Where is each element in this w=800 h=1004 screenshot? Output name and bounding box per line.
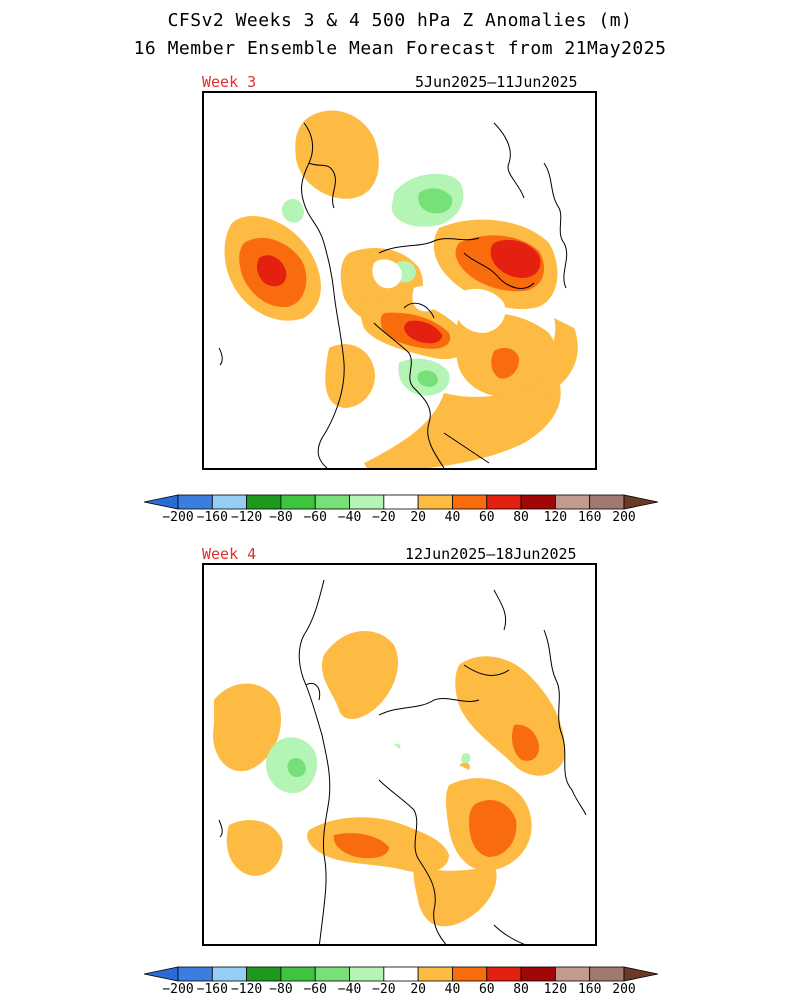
negative-anomaly-40 <box>417 188 453 387</box>
colorbar-swatch <box>589 494 625 510</box>
colorbar-right-arrow <box>623 966 659 982</box>
colorbar-tick-label: −120 <box>230 982 263 997</box>
colorbar-week4: −200 −160 −120 −80 −60 −40 −20 20 40 60 80 120 160 20… <box>143 964 659 1004</box>
colorbar-swatch <box>211 494 248 510</box>
chart-subtitle: 16 Member Ensemble Mean Forecast from 21… <box>133 38 667 59</box>
coastlines <box>218 579 587 944</box>
colorbar-swatch <box>589 966 625 982</box>
colorbar-swatch <box>280 494 316 510</box>
chart-title: CFSv2 Weeks 3 & 4 500 hPa Z Anomalies (m… <box>167 10 633 31</box>
colorbar-tick-label: −40 <box>337 982 362 997</box>
colorbar-swatch <box>314 494 350 510</box>
colorbar-swatch <box>417 494 453 510</box>
colorbar-tick-label: 20 <box>410 510 426 525</box>
colorbar-tick-label: −20 <box>372 982 396 997</box>
colorbar-swatch <box>280 966 316 982</box>
colorbar-tick-label: 60 <box>478 982 495 997</box>
week4-dates: 12Jun2025–18Jun2025 <box>405 545 577 563</box>
colorbar-left-arrow <box>143 494 179 510</box>
coastlines <box>218 122 568 468</box>
colorbar-tick-label: 200 <box>612 982 636 997</box>
colorbar-swatch <box>383 494 419 510</box>
colorbar-tick-label: −40 <box>337 510 362 525</box>
colorbar-right-arrow <box>623 494 659 510</box>
colorbar-swatch <box>383 966 419 982</box>
colorbar-swatch <box>246 494 282 510</box>
colorbar-tick-label: 160 <box>577 510 602 525</box>
colorbar-swatch <box>554 494 591 510</box>
colorbar-tick-label: 40 <box>444 510 461 525</box>
week3-map <box>202 91 597 470</box>
colorbar-swatch <box>246 966 282 982</box>
colorbar-tick-label: 120 <box>543 982 568 997</box>
colorbar-tick-label: 20 <box>410 982 426 997</box>
colorbar-tick-label: 120 <box>543 510 568 525</box>
week3-dates: 5Jun2025–11Jun2025 <box>415 73 578 91</box>
week4-label: Week 4 <box>202 545 257 563</box>
colorbar-swatches <box>143 494 659 510</box>
colorbar-swatch <box>417 966 453 982</box>
colorbar-swatch <box>486 966 522 982</box>
colorbar-tick-label: −120 <box>230 510 263 525</box>
colorbar-tick-label: −60 <box>303 982 327 997</box>
positive-anomaly-40 <box>333 724 540 859</box>
week3-anomaly-map <box>218 110 578 468</box>
colorbar-swatch <box>452 494 488 510</box>
colorbar-swatch <box>314 966 350 982</box>
positive-anomaly-20 <box>213 631 565 927</box>
colorbar-swatch <box>520 966 556 982</box>
colorbar-tick-label: 80 <box>513 982 529 997</box>
week4-map <box>202 563 597 946</box>
negative-anomaly-40 <box>287 758 306 778</box>
week4-anomaly-map <box>213 579 587 944</box>
colorbar-tick-label: −200 <box>162 982 194 997</box>
colorbar-swatch <box>452 966 488 982</box>
colorbar-swatch <box>486 494 522 510</box>
colorbar-swatch <box>554 966 591 982</box>
colorbar-tick-label: −160 <box>196 982 228 997</box>
colorbar-tick-label: 40 <box>444 982 461 997</box>
colorbar-tick-label: 200 <box>612 510 636 525</box>
colorbar-swatch <box>349 966 385 982</box>
colorbar-tick-label: −20 <box>372 510 396 525</box>
colorbar-week3: −200 −160 −120 −80 −60 −40 −20 20 40 60 80 120 160 20… <box>143 492 659 532</box>
week3-label: Week 3 <box>202 73 257 91</box>
colorbar-swatches <box>143 966 659 982</box>
colorbar-swatch <box>349 494 385 510</box>
colorbar-tick-label: 60 <box>478 510 495 525</box>
colorbar-left-arrow <box>143 966 179 982</box>
colorbar-tick-label: −80 <box>269 982 293 997</box>
colorbar-tick-label: 160 <box>577 982 602 997</box>
colorbar-tick-label: −60 <box>303 510 327 525</box>
neutral-areas <box>372 259 506 333</box>
colorbar-swatch <box>177 966 213 982</box>
colorbar-swatch <box>177 494 213 510</box>
colorbar-swatch <box>520 494 556 510</box>
positive-anomaly-60 <box>257 239 541 344</box>
colorbar-tick-label: −160 <box>196 510 228 525</box>
colorbar-tick-label: −80 <box>269 510 293 525</box>
colorbar-tick-label: 80 <box>513 510 529 525</box>
colorbar-tick-label: −200 <box>162 510 194 525</box>
colorbar-swatch <box>211 966 248 982</box>
